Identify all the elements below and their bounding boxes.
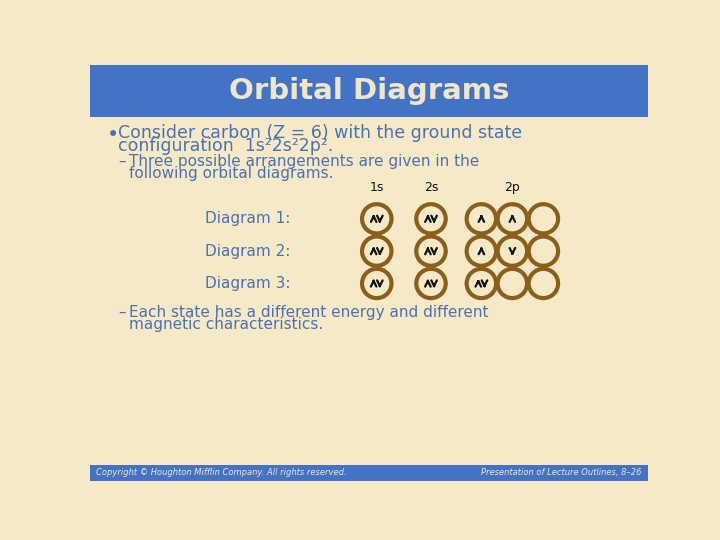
- Circle shape: [416, 269, 446, 298]
- Text: Orbital Diagrams: Orbital Diagrams: [229, 77, 509, 105]
- Text: –: –: [118, 305, 125, 320]
- Text: Consider carbon (Z = 6) with the ground state: Consider carbon (Z = 6) with the ground …: [118, 124, 522, 142]
- Text: Diagram 3:: Diagram 3:: [204, 276, 290, 291]
- Circle shape: [362, 204, 392, 233]
- Text: Diagram 1:: Diagram 1:: [204, 211, 290, 226]
- Text: Copyright © Houghton Mifflin Company. All rights reserved.: Copyright © Houghton Mifflin Company. Al…: [96, 468, 347, 477]
- Circle shape: [416, 237, 446, 266]
- Circle shape: [498, 204, 527, 233]
- Text: 2s: 2s: [424, 181, 438, 194]
- Text: •: •: [107, 125, 120, 145]
- Circle shape: [528, 204, 558, 233]
- Circle shape: [362, 269, 392, 298]
- Circle shape: [498, 269, 527, 298]
- Text: Three possible arrangements are given in the: Three possible arrangements are given in…: [129, 154, 479, 169]
- Circle shape: [467, 204, 496, 233]
- Text: following orbital diagrams.: following orbital diagrams.: [129, 166, 333, 181]
- Circle shape: [362, 237, 392, 266]
- Circle shape: [467, 269, 496, 298]
- Text: Presentation of Lecture Outlines, 8–26: Presentation of Lecture Outlines, 8–26: [481, 468, 642, 477]
- Bar: [90, 465, 648, 481]
- Circle shape: [528, 237, 558, 266]
- Bar: [90, 65, 648, 117]
- Text: configuration  1s²2s²2p².: configuration 1s²2s²2p².: [118, 137, 333, 155]
- Text: Diagram 2:: Diagram 2:: [204, 244, 290, 259]
- Circle shape: [528, 269, 558, 298]
- Text: –: –: [118, 154, 125, 169]
- Text: Each state has a different energy and different: Each state has a different energy and di…: [129, 305, 488, 320]
- Circle shape: [467, 237, 496, 266]
- Circle shape: [416, 204, 446, 233]
- Text: 2p: 2p: [505, 181, 521, 194]
- Text: magnetic characteristics.: magnetic characteristics.: [129, 318, 323, 332]
- Text: 1s: 1s: [369, 181, 384, 194]
- Circle shape: [498, 237, 527, 266]
